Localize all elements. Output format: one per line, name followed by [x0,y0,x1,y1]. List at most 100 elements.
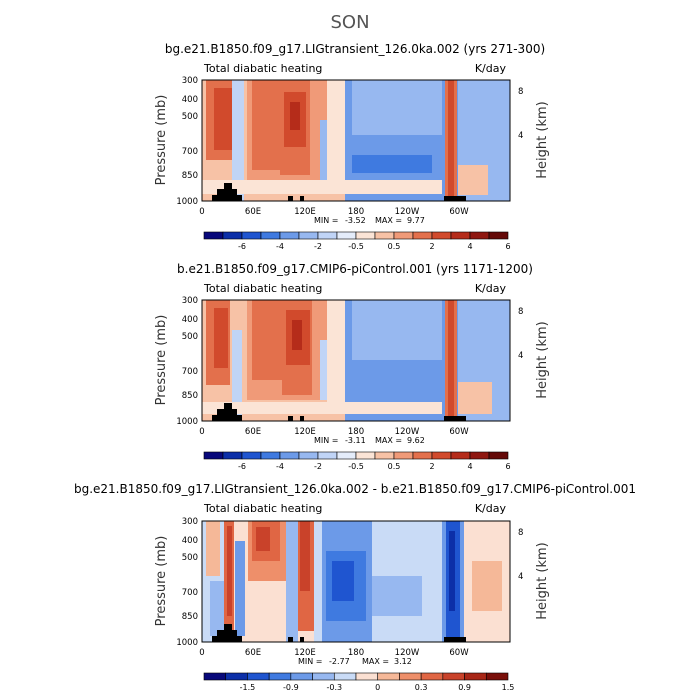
colorbar-swatch [442,672,465,681]
colorbar-swatch [336,451,357,460]
x-tick-label: 60E [245,207,261,217]
x-tick-label: 60W [449,648,469,658]
panel-title: bg.e21.B1850.f09_g17.LIGtransient_126.0k… [74,482,636,496]
region-cool [352,80,442,135]
colorbar-swatch [222,451,243,460]
colorbar-swatch [450,231,471,240]
region-cool [314,521,322,642]
colorbar: -1.5 -0.9 -0.3 0 0.3 0.9 1.5 [203,672,514,692]
colorbar-swatch [469,231,490,240]
y2-tick-label: 4 [518,131,523,141]
region-cool [286,521,298,642]
terrain [217,189,237,195]
y2-tick-label: 8 [518,307,523,317]
terrain-mask [212,183,466,201]
field-east [445,80,510,201]
stats: MIN = -2.77 MAX = 3.12 [298,657,412,666]
region-neutral [327,300,347,410]
colorbar-tick-label: 6 [505,242,510,251]
colorbar-swatch [241,451,262,460]
x-tick-label: 120W [395,427,420,437]
colorbar-swatch [377,672,400,681]
colorbar-tick-label: 0.3 [415,683,428,692]
min-value: -3.52 [345,216,366,225]
colorbar-swatch [268,672,292,681]
y-ticks: 300 400 500 700 850 1000 [176,517,198,648]
region-cool [320,340,328,400]
colorbar-tick-label: 0.5 [388,462,401,471]
region-warm [214,88,232,150]
colorbar-swatch [317,231,338,240]
colorbar-tick-label: -0.3 [326,683,342,692]
x-ticks: 0 60E 120E 180 120W 60W [199,207,469,217]
colorbar-swatch [355,451,376,460]
y2-axis-label: Height (km) [535,321,550,398]
terrain-mask [212,624,466,642]
terrain [212,636,242,642]
colorbar-swatch [222,231,243,240]
region-cool [232,80,244,201]
colorbar-swatch [260,231,281,240]
y-tick-label: 1000 [176,417,198,427]
colorbar-swatch [355,231,376,240]
colorbar-swatch [412,231,433,240]
panel-left-label: Total diabatic heating [203,502,322,515]
x-tick-label: 120W [395,207,420,217]
y2-tick-label: 4 [518,572,523,582]
y-tick-label: 300 [182,76,198,86]
plot-area: 300 400 500 700 850 1000 8 4 0 60E 120E … [176,296,523,471]
region-warm [290,102,300,130]
y-axis-label: Pressure (mb) [154,315,169,406]
colorbar-tick-label: -6 [238,462,246,471]
panel-3: bg.e21.B1850.f09_g17.LIGtransient_126.0k… [74,482,636,692]
panel-right-label: K/day [475,282,507,295]
colorbar-swatch [374,451,395,460]
colorbar-swatch [393,231,414,240]
max-value: 3.12 [394,657,412,666]
colorbar-swatch [203,672,227,681]
x-tick-label: 180 [348,207,364,217]
x-tick-label: 0 [199,648,204,658]
colorbar-swatch [279,231,300,240]
region-cool [235,541,245,636]
colorbar-tick-label: 4 [467,462,472,471]
colorbar-tick-label: 2 [429,462,434,471]
colorbar-tick-label: 0.5 [388,242,401,251]
terrain [224,624,232,630]
region-warm [300,521,310,591]
colorbar-tick-label: -2 [314,242,322,251]
y-tick-label: 500 [182,112,198,122]
plot-frame [201,520,511,643]
terrain [217,630,237,636]
y2-ticks: 8 4 [518,528,523,582]
x-tick-label: 60W [449,427,469,437]
y-tick-label: 500 [182,332,198,342]
y2-tick-label: 8 [518,87,523,97]
panel-title: b.e21.B1850.f09_g17.CMIP6-piControl.001 … [177,262,533,276]
y-tick-label: 850 [182,391,198,401]
x-ticks: 0 60E 120E 180 120W 60W [199,648,469,658]
stats: MIN = -3.11 MAX = 9.62 [314,436,425,445]
y-axis-label: Pressure (mb) [154,95,169,186]
colorbar-tick-label: -4 [276,462,284,471]
colorbar-swatch [393,451,414,460]
region-neutral [202,402,442,414]
y2-tick-label: 8 [518,528,523,538]
terrain [288,416,293,421]
colorbar-tick-label: -1.5 [240,683,256,692]
min-value: -2.77 [329,657,350,666]
colorbar-swatch [333,672,357,681]
colorbar-tick-label: -0.5 [348,462,364,471]
figure-title: SON [330,12,369,33]
panel-title: bg.e21.B1850.f09_g17.LIGtransient_126.0k… [165,42,545,56]
y2-tick-label: 4 [518,351,523,361]
y-tick-label: 850 [182,612,198,622]
x-tick-label: 120E [294,427,316,437]
x-tick-label: 60E [245,427,261,437]
colorbar-swatch [399,672,422,681]
x-tick-label: 120W [395,648,420,658]
colorbar-swatch [317,451,338,460]
field-west [202,80,445,201]
colorbar-swatch [225,672,248,681]
colorbar-swatch [336,231,357,240]
